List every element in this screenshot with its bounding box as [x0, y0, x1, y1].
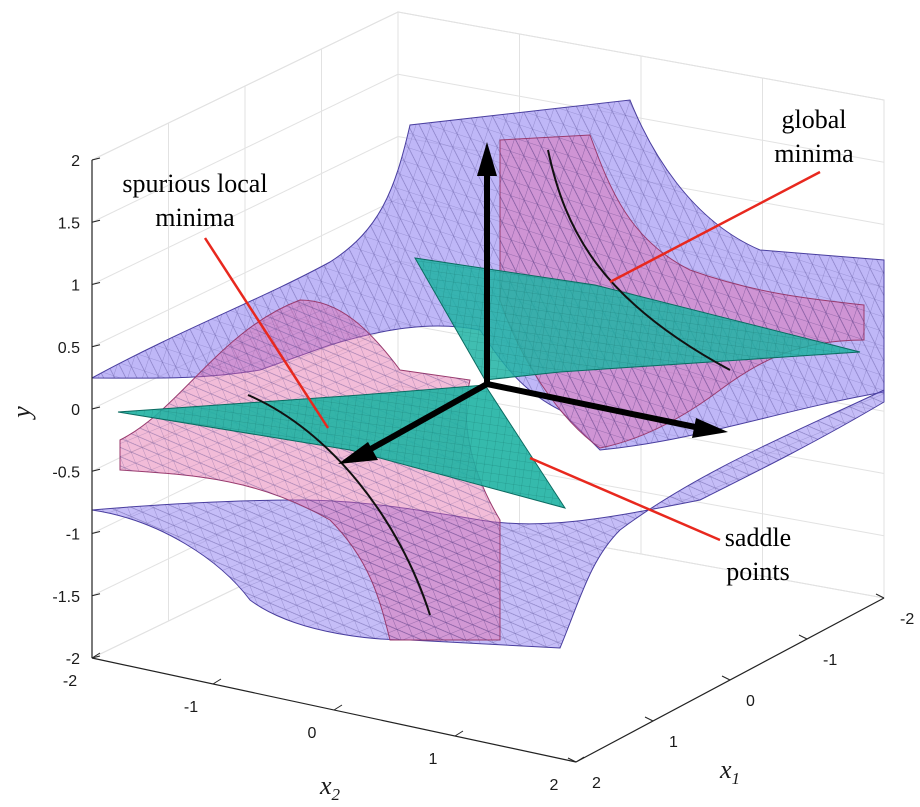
x2-axis-label: x2	[319, 771, 341, 802]
annotation-local-minima-pointer	[203, 237, 330, 429]
y-tick-label: 2	[71, 153, 80, 170]
y-tick-label: -2	[66, 651, 80, 668]
x1-tick-label: 1	[669, 734, 678, 751]
annotation-spurious-local-minima: spurious local minima	[122, 169, 330, 429]
annotation-saddle-points: saddle points	[529, 456, 791, 586]
arrow-left-head	[338, 442, 378, 464]
y-tick-label: 0	[71, 402, 80, 419]
annotation-local-minima-line2: minima	[155, 203, 235, 232]
x2-tick-label: 2	[550, 777, 559, 794]
y-tick-label: 1	[71, 278, 80, 295]
x1-axis-ticks: -2 -1 0 1 2	[592, 611, 914, 792]
x2-axis-ticks: -2 -1 0 1 2	[63, 673, 559, 794]
x2-tick-label: 0	[308, 725, 317, 742]
arrow-up-head	[477, 142, 497, 176]
coordinate-arrows	[338, 142, 728, 464]
x2-tick-label: 1	[429, 751, 438, 768]
y-tick-label: -0.5	[52, 464, 80, 481]
y-tick-label: -1.5	[52, 589, 80, 606]
arrow-left	[358, 381, 489, 458]
annotations: global minima spurious local minima sadd…	[122, 105, 854, 586]
local-minima-curve	[247, 394, 431, 616]
annotation-saddle-pointer	[529, 456, 721, 542]
x2-tick-label: -1	[184, 699, 198, 716]
annotation-saddle-line1: saddle	[725, 523, 791, 552]
x2-tick-label: -2	[63, 673, 77, 690]
arrow-right	[486, 381, 701, 431]
y-axis-ticks: 2 1.5 1 0.5 0 -0.5 -1 -1.5 -2	[52, 153, 80, 668]
annotation-global-minima-line1: global	[782, 105, 847, 134]
annotation-global-minima-line2: minima	[774, 139, 854, 168]
annotation-saddle-line2: points	[726, 557, 790, 586]
x1-tick-label: -1	[823, 652, 837, 669]
annotation-local-minima-line1: spurious local	[122, 169, 267, 198]
annotation-global-minima: global minima	[609, 105, 854, 284]
x1-tick-label: 0	[746, 693, 755, 710]
x1-tick-label: 2	[592, 775, 601, 792]
arrow-right-head	[692, 418, 728, 438]
y-tick-label: 0.5	[58, 340, 80, 357]
y-tick-label: 1.5	[58, 215, 80, 232]
x1-tick-label: -2	[900, 611, 914, 628]
global-minima-curve	[547, 149, 731, 371]
x1-axis-label: x1	[719, 755, 740, 788]
y-axis-label: y	[7, 406, 36, 421]
y-tick-label: -1	[66, 527, 80, 544]
annotation-global-minima-pointer	[609, 170, 821, 284]
